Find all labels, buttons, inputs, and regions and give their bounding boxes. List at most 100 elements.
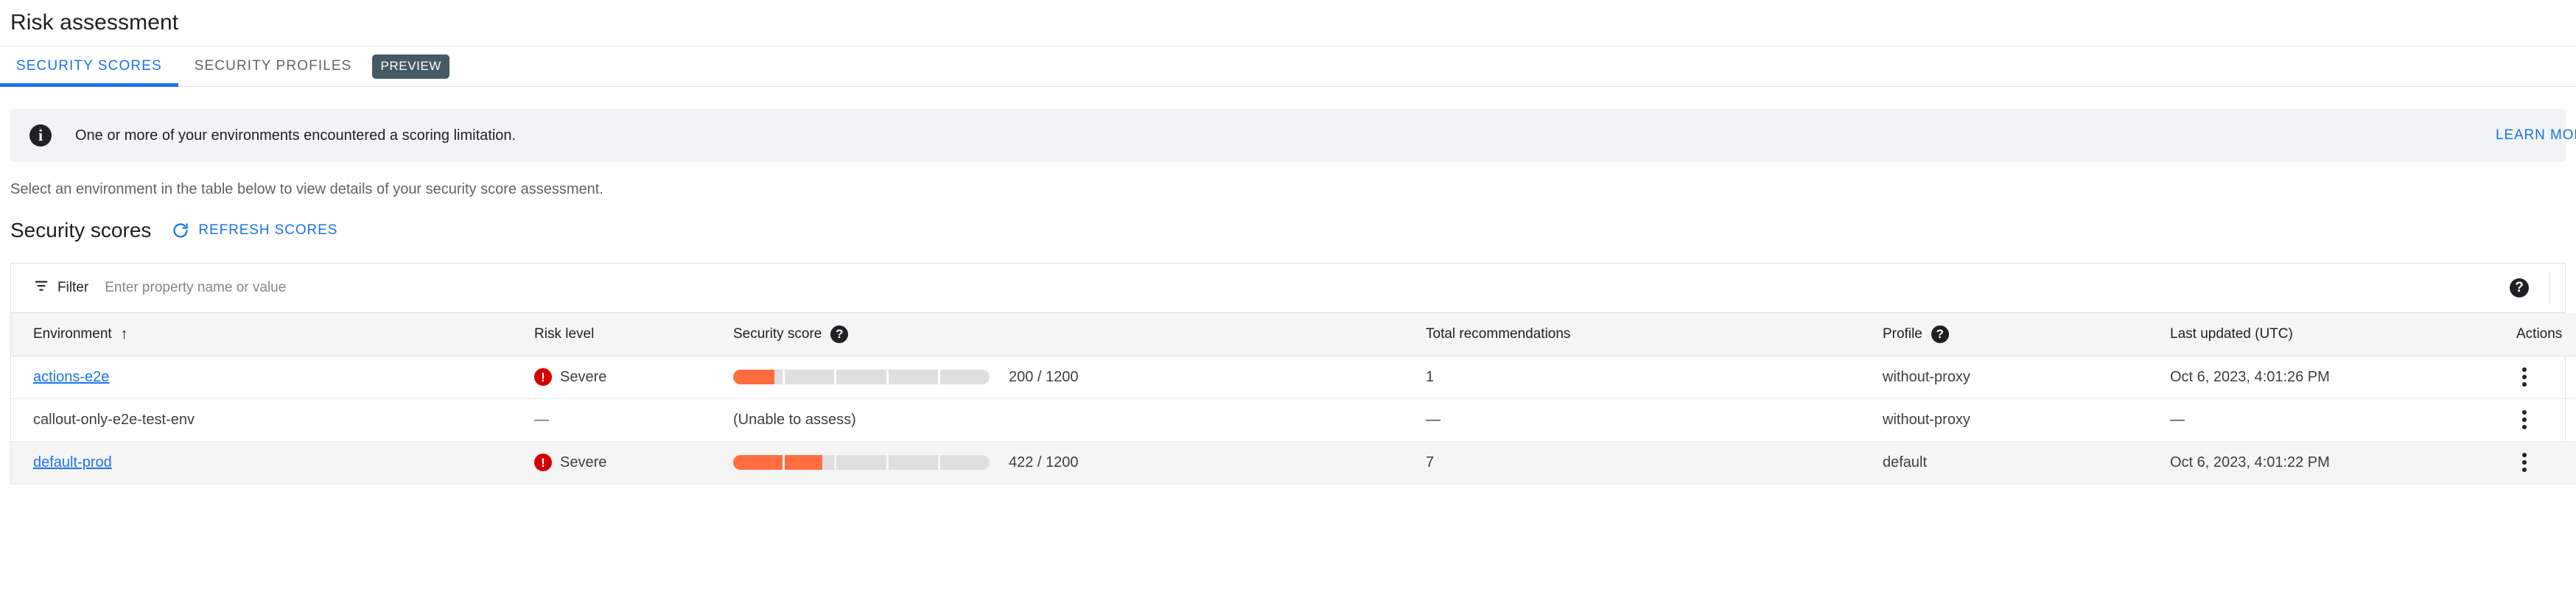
security-score-unavailable: (Unable to assess) bbox=[733, 411, 856, 428]
risk-level-label: Severe bbox=[560, 368, 607, 385]
column-header-profile-label: Profile bbox=[1883, 325, 1922, 342]
environment-link[interactable]: default-prod bbox=[33, 454, 112, 471]
section-title: Security scores bbox=[10, 219, 152, 242]
profile-help-icon[interactable]: ? bbox=[1931, 325, 1949, 343]
meter-segment bbox=[733, 370, 783, 384]
security-scores-table: Environment ↑ Risk level Security score … bbox=[11, 313, 2576, 484]
table-header-row: Environment ↑ Risk level Security score … bbox=[11, 313, 2576, 356]
table-row[interactable]: actions-e2e! Severe 200 / 1200 1 without-pro… bbox=[11, 356, 2576, 398]
security-score-meter bbox=[733, 370, 990, 384]
meter-segment bbox=[785, 455, 835, 470]
column-header-total-recommendations[interactable]: Total recommendations bbox=[1404, 313, 1861, 356]
cell-risk-level: ! Severe bbox=[512, 441, 711, 484]
filter-input[interactable] bbox=[105, 280, 2510, 296]
toolbar-divider bbox=[2549, 272, 2550, 304]
column-header-risk-level-label: Risk level bbox=[534, 325, 595, 342]
cell-security-score: 422 / 1200 bbox=[711, 441, 1404, 484]
cell-actions bbox=[2494, 398, 2576, 441]
cell-last-updated: Oct 6, 2023, 4:01:26 PM bbox=[2170, 368, 2330, 385]
meter-segment bbox=[939, 455, 990, 470]
info-icon: i bbox=[29, 124, 52, 147]
cell-total-recommendations: 1 bbox=[1426, 368, 1435, 385]
scoring-limitation-banner: i One or more of your environments encou… bbox=[10, 109, 2576, 162]
meter-segment-fill bbox=[733, 455, 783, 470]
security-scores-card: Filter ? Environment ↑ Risk level bbox=[10, 263, 2576, 484]
refresh-scores-label: REFRESH SCORES bbox=[198, 222, 338, 238]
table-head: Environment ↑ Risk level Security score … bbox=[11, 313, 2576, 356]
column-header-security-score-label: Security score bbox=[733, 325, 822, 342]
cell-environment: actions-e2e bbox=[11, 356, 512, 398]
tab-security-profiles-label: SECURITY PROFILES bbox=[194, 58, 352, 74]
cell-risk-level: ! Severe bbox=[512, 356, 711, 398]
severe-error-icon: ! bbox=[534, 368, 552, 386]
security-score-help-icon[interactable]: ? bbox=[830, 325, 849, 343]
cell-profile: without-proxy bbox=[1883, 368, 1970, 385]
security-score-value: 422 / 1200 bbox=[1009, 454, 1079, 471]
meter-segment-fill bbox=[785, 455, 823, 470]
meter-segment bbox=[733, 455, 783, 470]
help-icon[interactable]: ? bbox=[2510, 278, 2529, 297]
meter-segment bbox=[888, 370, 938, 384]
column-header-last-updated[interactable]: Last updated (UTC) bbox=[2148, 313, 2494, 356]
refresh-scores-button[interactable]: REFRESH SCORES bbox=[172, 222, 337, 239]
cell-environment: callout-only-e2e-test-env bbox=[11, 398, 512, 441]
cell-total-recommendations: 7 bbox=[1426, 454, 1435, 471]
meter-segment bbox=[836, 370, 886, 384]
filter-button[interactable]: Filter bbox=[33, 278, 88, 298]
more-options-icon[interactable] bbox=[2516, 367, 2533, 387]
column-header-total-recommendations-label: Total recommendations bbox=[1426, 325, 1571, 342]
risk-level-label: Severe bbox=[560, 454, 607, 471]
cell-total-recommendations: — bbox=[1426, 411, 1441, 428]
column-header-risk-level[interactable]: Risk level bbox=[512, 313, 711, 356]
meter-segment bbox=[939, 370, 990, 384]
cell-environment: default-prod bbox=[11, 441, 512, 484]
page-header: Risk assessment bbox=[0, 0, 2576, 46]
filter-label: Filter bbox=[57, 280, 89, 295]
more-options-icon[interactable] bbox=[2516, 453, 2533, 472]
banner-wrapper: i One or more of your environments encou… bbox=[0, 87, 2576, 162]
tab-bar: SECURITY SCORES SECURITY PROFILES PREVIE… bbox=[0, 46, 2576, 87]
table-row[interactable]: default-prod! Severe 422 / 1200 7 default Oct… bbox=[11, 441, 2576, 484]
column-header-last-updated-label: Last updated (UTC) bbox=[2170, 325, 2293, 342]
cell-profile: without-proxy bbox=[1883, 411, 1970, 428]
preview-badge: PREVIEW bbox=[372, 54, 450, 79]
cell-security-score: (Unable to assess) bbox=[711, 398, 1404, 441]
cell-risk-level: — bbox=[512, 398, 711, 441]
severe-error-icon: ! bbox=[534, 454, 552, 471]
cell-last-updated: — bbox=[2170, 411, 2185, 428]
risk-level-empty: — bbox=[534, 411, 549, 428]
cell-security-score: 200 / 1200 bbox=[711, 356, 1404, 398]
section-header: Security scores REFRESH SCORES bbox=[0, 198, 2576, 242]
meter-segment bbox=[888, 455, 938, 470]
column-header-actions: Actions bbox=[2494, 313, 2576, 356]
banner-message: One or more of your environments encount… bbox=[75, 127, 517, 144]
more-options-icon[interactable] bbox=[2516, 410, 2533, 429]
tab-security-scores[interactable]: SECURITY SCORES bbox=[0, 46, 178, 87]
page-title: Risk assessment bbox=[10, 10, 179, 35]
table-row[interactable]: callout-only-e2e-test-env — (Unable to ass… bbox=[11, 398, 2576, 441]
meter-segment bbox=[836, 455, 886, 470]
sort-ascending-icon: ↑ bbox=[120, 325, 128, 342]
learn-more-link[interactable]: LEARN MOR bbox=[2495, 127, 2576, 143]
tab-security-profiles[interactable]: SECURITY PROFILES bbox=[178, 46, 368, 86]
environment-text: callout-only-e2e-test-env bbox=[33, 411, 195, 428]
environment-link[interactable]: actions-e2e bbox=[33, 368, 110, 385]
meter-segment bbox=[785, 370, 835, 384]
column-header-environment[interactable]: Environment ↑ bbox=[11, 313, 512, 356]
column-header-security-score[interactable]: Security score ? bbox=[711, 313, 1404, 356]
refresh-icon bbox=[172, 222, 189, 239]
security-score-value: 200 / 1200 bbox=[1009, 368, 1079, 385]
cell-actions bbox=[2494, 441, 2576, 484]
column-header-actions-label: Actions bbox=[2516, 325, 2563, 342]
column-header-profile[interactable]: Profile ? bbox=[1861, 313, 2148, 356]
security-score-meter bbox=[733, 455, 990, 470]
filter-icon bbox=[33, 278, 49, 298]
cell-actions bbox=[2494, 356, 2576, 398]
table-body: actions-e2e! Severe 200 / 1200 1 without-pro… bbox=[11, 356, 2576, 484]
filter-bar: Filter ? bbox=[11, 264, 2565, 313]
column-header-environment-label: Environment bbox=[33, 325, 112, 342]
meter-segment-fill bbox=[733, 370, 774, 384]
tab-security-scores-label: SECURITY SCORES bbox=[16, 58, 162, 74]
cell-last-updated: Oct 6, 2023, 4:01:22 PM bbox=[2170, 454, 2330, 471]
cell-profile: default bbox=[1883, 454, 1928, 471]
